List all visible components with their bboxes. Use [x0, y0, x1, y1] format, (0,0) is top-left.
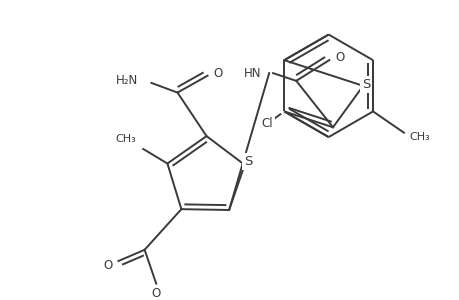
Text: CH₃: CH₃ [116, 134, 136, 144]
Text: O: O [213, 67, 222, 80]
Text: O: O [103, 259, 112, 272]
Text: O: O [335, 51, 344, 64]
Text: H₂N: H₂N [115, 74, 138, 88]
Text: S: S [361, 78, 369, 91]
Text: HN: HN [243, 67, 261, 80]
Text: S: S [244, 155, 252, 168]
Text: Cl: Cl [261, 117, 272, 130]
Text: CH₃: CH₃ [409, 132, 430, 142]
Text: O: O [151, 287, 161, 300]
